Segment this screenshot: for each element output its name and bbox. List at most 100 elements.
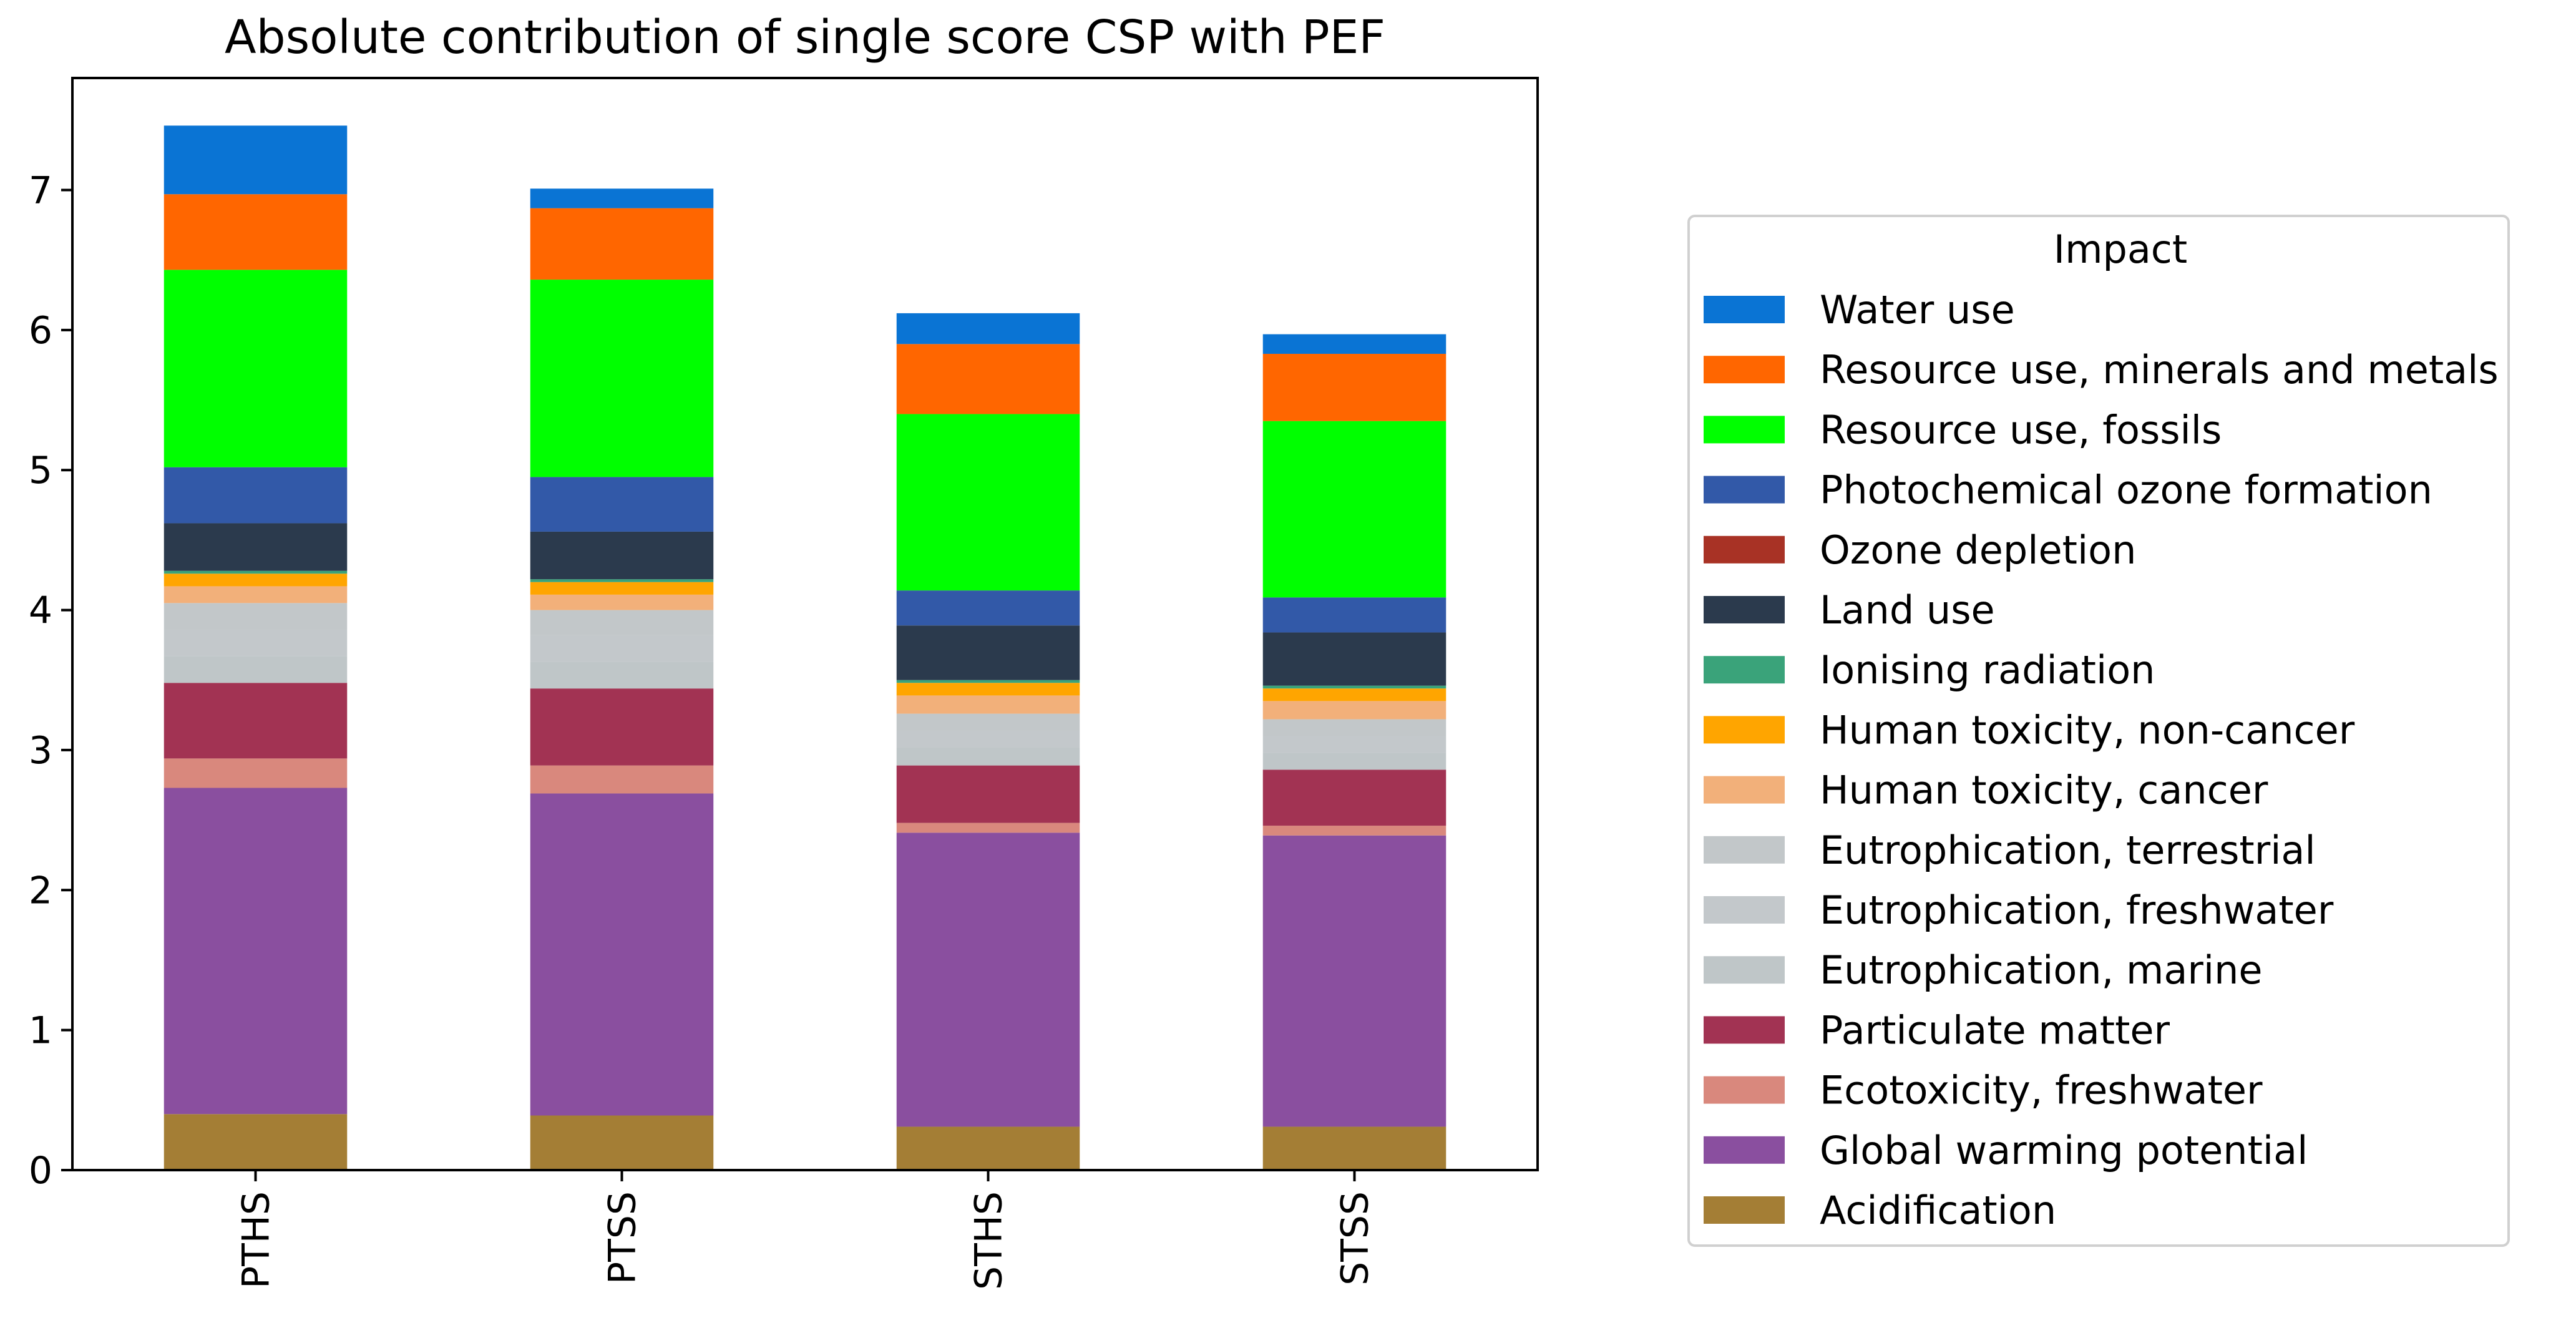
bar-segment — [1262, 685, 1447, 689]
legend-label: Human toxicity, cancer — [1820, 768, 2268, 813]
legend-label: Land use — [1820, 587, 1995, 633]
bar-segment — [530, 280, 714, 477]
legend-label: Human toxicity, non-cancer — [1820, 707, 2355, 753]
y-tick-label: 3 — [29, 729, 52, 773]
bar-segment — [163, 1114, 348, 1170]
bar-segment — [530, 661, 714, 689]
bar-segment — [530, 610, 714, 635]
bar-segment — [530, 1115, 714, 1170]
legend-label: Photochemical ozone formation — [1820, 467, 2432, 513]
bar-segment — [530, 635, 714, 662]
bar-segment — [163, 586, 348, 603]
x-tick-label: STHS — [967, 1191, 1011, 1290]
legend-swatch — [1704, 956, 1785, 984]
bar-segment — [1262, 835, 1447, 1127]
bar-segment — [896, 344, 1080, 414]
legend-swatch — [1704, 776, 1785, 804]
x-tick-label: STSS — [1334, 1191, 1377, 1286]
legend-label: Water use — [1820, 287, 2015, 333]
bar-segment — [530, 582, 714, 595]
bar-segment — [530, 793, 714, 1116]
legend-items: Water use Resource use, minerals and meta… — [1704, 287, 2499, 1233]
legend-swatch — [1704, 896, 1785, 924]
bar-segment — [896, 414, 1080, 591]
legend-swatch — [1704, 535, 1785, 564]
bar-segment — [163, 629, 348, 657]
bar-segment — [530, 531, 714, 580]
legend-label: Acidification — [1820, 1188, 2056, 1233]
legend-label: Ionising radiation — [1820, 647, 2155, 693]
bar-segment — [1262, 826, 1447, 836]
bar-segment — [530, 765, 714, 794]
y-tick-label: 0 — [29, 1149, 52, 1193]
bar-segment — [1262, 753, 1447, 770]
legend-swatch — [1704, 296, 1785, 323]
y-tick-label: 4 — [29, 589, 52, 633]
bar-segment — [1262, 688, 1447, 701]
y-tick-label: 2 — [29, 869, 52, 912]
bar-segment — [163, 758, 348, 788]
bar-segment — [163, 574, 348, 587]
x-axis: PTHS PTSS STHS STSS — [235, 1170, 1377, 1290]
legend-label: Eutrophication, marine — [1820, 947, 2263, 993]
bar-segment — [1262, 353, 1447, 421]
bar-segment — [1262, 421, 1447, 598]
bar-segment — [530, 579, 714, 582]
bar-segment — [530, 688, 714, 766]
bar-segment — [163, 656, 348, 683]
y-tick-label: 5 — [29, 449, 52, 492]
bar-segment — [530, 188, 714, 208]
legend-swatch — [1704, 716, 1785, 744]
legend-swatch — [1704, 836, 1785, 864]
bar-segment — [1262, 334, 1447, 354]
legend-label: Ecotoxicity, freshwater — [1820, 1068, 2263, 1113]
bar-segment — [896, 590, 1080, 626]
bar-segment — [896, 823, 1080, 833]
bar-segment — [1262, 719, 1447, 736]
legend-label: Eutrophication, freshwater — [1820, 887, 2334, 933]
legend-label: Resource use, fossils — [1820, 407, 2222, 452]
bar-segment — [896, 730, 1080, 748]
legend-swatch — [1704, 656, 1785, 684]
legend-swatch — [1704, 476, 1785, 504]
bar-segment — [896, 625, 1080, 680]
y-tick-label: 7 — [29, 168, 52, 212]
bar-segment — [896, 313, 1080, 344]
legend-frame — [1687, 215, 2510, 1247]
legend-label: Global warming potential — [1820, 1128, 2308, 1173]
bar-segment — [163, 683, 348, 759]
bar-segment — [163, 125, 348, 195]
x-tick-label: PTHS — [235, 1191, 278, 1289]
legend-title: Impact — [2054, 227, 2187, 272]
bar-segment — [896, 1126, 1080, 1170]
bar-segment — [163, 523, 348, 571]
bar-segment — [1262, 597, 1447, 633]
bar-segment — [1262, 769, 1447, 826]
y-axis: 0 1 2 3 4 5 6 7 — [29, 168, 72, 1193]
plot-frame — [71, 77, 1539, 1171]
legend-label: Resource use, minerals and metals — [1820, 347, 2499, 393]
bar-segment — [163, 194, 348, 270]
legend-label: Ozone depletion — [1820, 527, 2136, 573]
legend-swatch — [1704, 1196, 1785, 1224]
bar-segment — [896, 713, 1080, 731]
bar-segment — [530, 208, 714, 280]
y-tick-label: 6 — [29, 309, 52, 353]
legend-swatch — [1704, 596, 1785, 623]
bar-segment — [1262, 632, 1447, 686]
legend-swatch — [1704, 1076, 1785, 1104]
x-tick-label: PTSS — [601, 1191, 645, 1284]
bars-layer — [163, 125, 1447, 1170]
bar-segment — [896, 747, 1080, 766]
bar-segment — [163, 603, 348, 630]
bar-segment — [530, 594, 714, 610]
bar-segment — [163, 270, 348, 467]
bar-segment — [1262, 701, 1447, 720]
bar-segment — [163, 570, 348, 574]
legend-swatch — [1704, 1136, 1785, 1164]
bar-segment — [1262, 736, 1447, 753]
bar-segment — [896, 683, 1080, 696]
legend-swatch — [1704, 356, 1785, 384]
chart-title: Absolute contribution of single score CS… — [225, 11, 1385, 64]
